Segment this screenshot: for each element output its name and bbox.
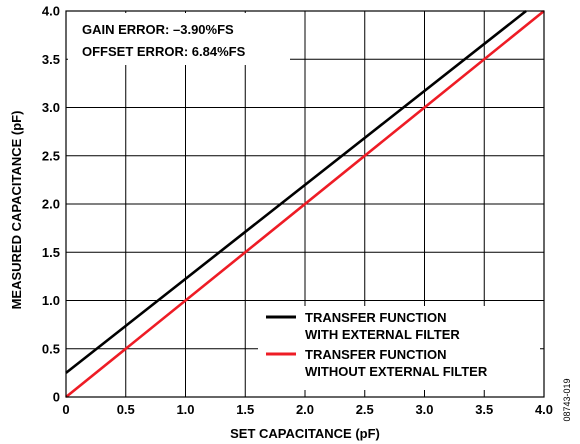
x-tick-label: 0 xyxy=(62,402,69,417)
legend-label-without-filter-line2: WITHOUT EXTERNAL FILTER xyxy=(305,364,488,379)
annotation-background xyxy=(68,13,290,65)
x-tick-label: 3.5 xyxy=(475,402,493,417)
x-axis-label: SET CAPACITANCE (pF) xyxy=(230,426,380,441)
y-tick-label: 2.0 xyxy=(42,197,60,212)
x-tick-label: 4.0 xyxy=(535,402,553,417)
y-axis-label: MEASURED CAPACITANCE (pF) xyxy=(9,111,24,310)
series-line-without-filter xyxy=(65,9,545,399)
x-tick-label: 0.5 xyxy=(117,402,135,417)
x-tick-label: 2.5 xyxy=(356,402,374,417)
legend-label-with-filter-line2: WITH EXTERNAL FILTER xyxy=(305,327,460,342)
y-tick-label: 4.0 xyxy=(42,4,60,19)
y-tick-label: 3.0 xyxy=(42,100,60,115)
legend-background xyxy=(258,306,540,390)
y-tick-labels: 0 0.5 1.0 1.5 2.0 2.5 3.0 3.5 4.0 xyxy=(42,4,60,405)
x-tick-label: 2.0 xyxy=(296,402,314,417)
plot-frame xyxy=(65,10,545,398)
series-lines xyxy=(65,9,545,399)
y-tick-label: 2.5 xyxy=(42,148,60,163)
figure-id: 08743-019 xyxy=(562,378,572,421)
legend: TRANSFER FUNCTION WITH EXTERNAL FILTER T… xyxy=(258,306,540,390)
offset-error-annotation: OFFSET ERROR: 6.84%FS xyxy=(82,44,246,59)
x-tick-label: 1.0 xyxy=(176,402,194,417)
y-tick-label: 0 xyxy=(53,390,60,405)
series-line-with-filter xyxy=(65,9,527,374)
y-tick-label: 1.0 xyxy=(42,293,60,308)
y-tick-label: 1.5 xyxy=(42,245,60,260)
x-tick-label: 1.5 xyxy=(236,402,254,417)
gain-error-annotation: GAIN ERROR: –3.90%FS xyxy=(82,22,234,37)
legend-label-without-filter-line1: TRANSFER FUNCTION xyxy=(305,347,447,362)
y-tick-label: 0.5 xyxy=(42,341,60,356)
x-tick-labels: 0 0.5 1.0 1.5 2.0 2.5 3.0 3.5 4.0 xyxy=(62,402,553,417)
x-tick-label: 3.0 xyxy=(415,402,433,417)
legend-label-with-filter-line1: TRANSFER FUNCTION xyxy=(305,310,447,325)
annotation-box: GAIN ERROR: –3.90%FS OFFSET ERROR: 6.84%… xyxy=(68,13,290,65)
y-tick-label: 3.5 xyxy=(42,52,60,67)
